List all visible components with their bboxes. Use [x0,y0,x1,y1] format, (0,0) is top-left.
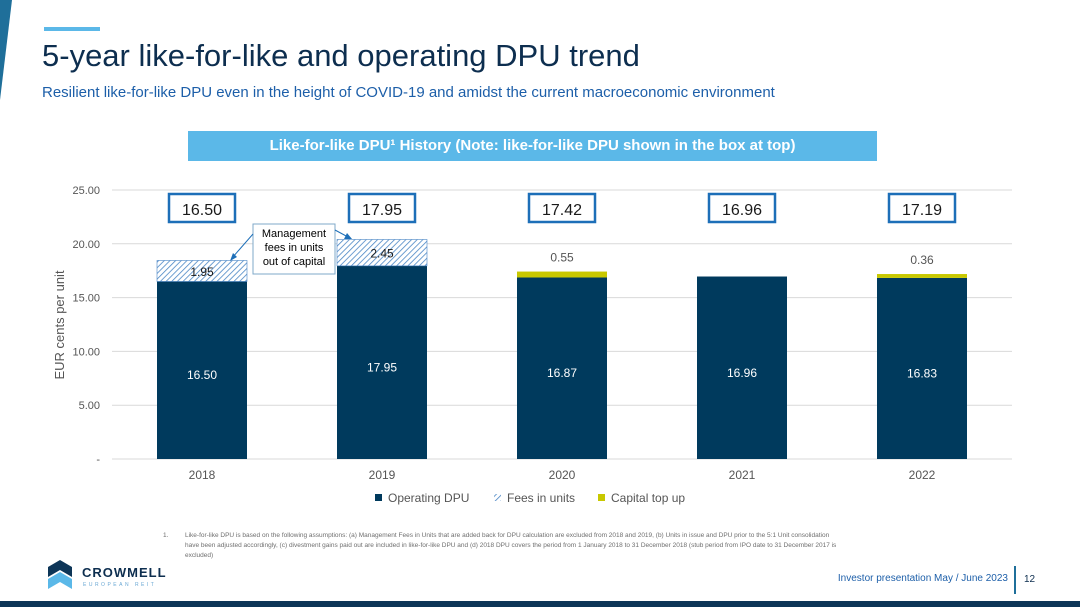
lfl-dpu-value-2022: 17.19 [902,202,942,219]
legend-swatch-capital [598,494,605,501]
x-tick-label-2018: 2018 [189,468,216,482]
data-label-fees-2019: 2.45 [370,247,394,261]
x-tick-label-2022: 2022 [909,468,936,482]
footnote-text: Like-for-like DPU is based on the follow… [185,532,837,559]
data-label-operating-2022: 16.83 [907,366,937,380]
data-label-operating-2021: 16.96 [727,366,757,380]
y-axis-label: EUR cents per unit [52,270,67,379]
data-label-operating-2019: 17.95 [367,360,397,374]
lfl-dpu-box-2019 [347,192,417,224]
legend-label-operating: Operating DPU [388,491,469,505]
lfl-dpu-value-2021: 16.96 [722,202,762,219]
data-label-operating-2020: 16.87 [547,366,577,380]
lfl-dpu-box-2021 [707,192,777,224]
x-tick-label-2021: 2021 [729,468,756,482]
bar-capital-2020 [517,271,607,278]
y-tick-label: 25.00 [72,185,100,197]
bar-fees-2019 [336,239,428,267]
page-subtitle: Resilient like-for-like DPU even in the … [42,84,775,101]
footer-divider [1014,566,1016,594]
lfl-dpu-value-2020: 17.42 [542,202,582,219]
bar-operating-2018 [157,281,247,459]
annotation-box [252,223,336,275]
bar-operating-2020 [517,277,607,459]
page-title: 5-year like-for-like and operating DPU t… [42,38,640,73]
bar-operating-2022 [877,277,967,459]
footnote-number: 1. [163,532,169,539]
title-accent-bar [44,27,100,31]
legend-swatch-fees [494,494,501,501]
data-label-capital-2022: 0.36 [910,253,934,267]
y-tick-label: 5.00 [79,400,100,412]
annotation-arrow-left [231,233,254,259]
legend-swatch-operating [375,494,382,501]
y-tick-label: 15.00 [72,293,100,305]
lfl-dpu-value-2019: 17.95 [362,202,402,219]
bar-operating-2021 [697,276,787,459]
cromwell-logo-icon [48,560,72,589]
lfl-dpu-box-2020 [527,192,597,224]
footer-label: Investor presentation May / June 2023 [837,573,1008,584]
annotation-arrowhead-right [344,233,352,239]
x-tick-label-2019: 2019 [369,468,396,482]
y-tick-label: 10.00 [72,346,100,358]
chart-banner: Like-for-like DPU¹ History (Note: like-f… [188,131,877,161]
legend-label-capital: Capital top up [611,491,685,505]
annotation-line-3: out of capital [263,256,325,268]
lfl-dpu-box-2022 [887,192,957,224]
legend-label-fees: Fees in units [507,491,575,505]
footnote: 1. Like-for-like DPU is based on the fol… [163,531,843,561]
logo-tagline: EUROPEAN REIT [83,582,157,588]
lfl-dpu-value-2018: 16.50 [182,202,222,219]
bar-capital-2022 [877,274,967,278]
data-label-fees-2018: 1.95 [190,265,214,279]
annotation-line-2: fees in units [265,242,324,254]
x-tick-label-2020: 2020 [549,468,576,482]
y-tick-label: 20.00 [72,239,100,251]
y-tick-label: - [96,454,100,466]
left-edge-decoration [0,0,12,100]
data-label-operating-2018: 16.50 [187,368,217,382]
page-number: 12 [1024,574,1036,585]
data-label-capital-2020: 0.55 [550,251,574,265]
dpu-chart: - 5.00 10.00 15.00 20.00 25.00 16.50 1.95 2018 1… [52,185,1012,505]
annotation-arrowhead-left [230,253,237,261]
bar-fees-2018 [156,260,248,282]
bottom-bar [0,601,1080,607]
logo-name: CROWMELL [82,565,167,580]
lfl-dpu-box-2018 [167,192,237,224]
annotation-line-1: Management [262,228,326,240]
bar-operating-2019 [337,265,427,459]
